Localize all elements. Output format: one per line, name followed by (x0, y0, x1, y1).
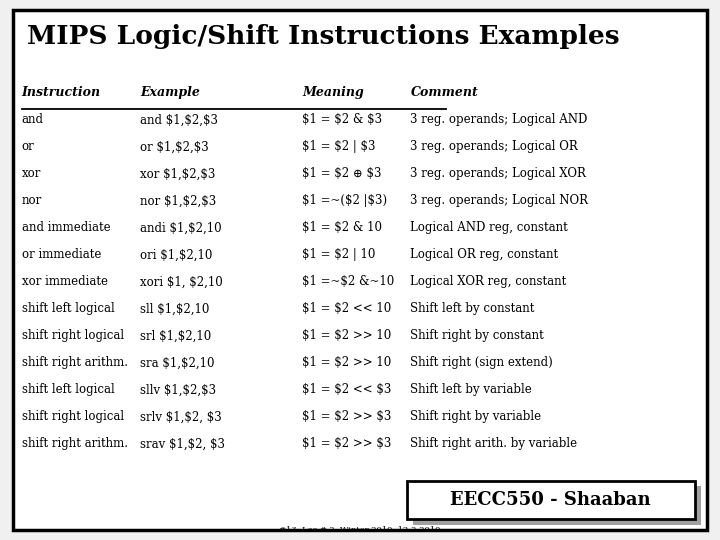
Text: nor: nor (22, 194, 42, 207)
Text: 3 reg. operands; Logical OR: 3 reg. operands; Logical OR (410, 140, 578, 153)
Text: and immediate: and immediate (22, 221, 110, 234)
Text: xori \$1, \$2,10: xori \$1, \$2,10 (140, 275, 223, 288)
Text: Comment: Comment (410, 86, 478, 99)
Text: shift right arithm.: shift right arithm. (22, 437, 127, 450)
Text: shift right arithm.: shift right arithm. (22, 356, 127, 369)
Text: Shift right (sign extend): Shift right (sign extend) (410, 356, 553, 369)
FancyBboxPatch shape (13, 10, 707, 530)
Text: Shift right arith. by variable: Shift right arith. by variable (410, 437, 577, 450)
Text: \$1 = \$2 >> \$3: \$1 = \$2 >> \$3 (302, 410, 392, 423)
FancyBboxPatch shape (413, 486, 701, 525)
Text: Example: Example (140, 86, 200, 99)
Text: shift left logical: shift left logical (22, 302, 114, 315)
Text: Logical XOR reg, constant: Logical XOR reg, constant (410, 275, 567, 288)
Text: Shift right by variable: Shift right by variable (410, 410, 541, 423)
Text: andi \$1,\$2,10: andi \$1,\$2,10 (140, 221, 222, 234)
Text: or: or (22, 140, 35, 153)
Text: ori \$1,\$2,10: ori \$1,\$2,10 (140, 248, 213, 261)
Text: Shift left by constant: Shift left by constant (410, 302, 535, 315)
Text: \$1 = \$2 << \$3: \$1 = \$2 << \$3 (302, 383, 392, 396)
Text: Shift left by variable: Shift left by variable (410, 383, 532, 396)
Text: srlv \$1,\$2, \$3: srlv \$1,\$2, \$3 (140, 410, 222, 423)
Text: \$1 = \$2 << 10: \$1 = \$2 << 10 (302, 302, 392, 315)
Text: or immediate: or immediate (22, 248, 101, 261)
Text: shift right logical: shift right logical (22, 410, 124, 423)
Text: 3 reg. operands; Logical XOR: 3 reg. operands; Logical XOR (410, 167, 586, 180)
Text: \$1 =~(\$2 |\$3): \$1 =~(\$2 |\$3) (302, 194, 387, 207)
Text: \$1 = \$2 & \$3: \$1 = \$2 & \$3 (302, 113, 382, 126)
Text: nor \$1,\$2,\$3: nor \$1,\$2,\$3 (140, 194, 217, 207)
Text: sll \$1,\$2,10: sll \$1,\$2,10 (140, 302, 210, 315)
Text: and \$1,\$2,\$3: and \$1,\$2,\$3 (140, 113, 218, 126)
Text: \$1 = \$2 >> 10: \$1 = \$2 >> 10 (302, 329, 392, 342)
Text: xor immediate: xor immediate (22, 275, 107, 288)
Text: \$1 = \$2 | 10: \$1 = \$2 | 10 (302, 248, 376, 261)
Text: \$1 = \$2 ⊕ \$3: \$1 = \$2 ⊕ \$3 (302, 167, 382, 180)
Text: sra \$1,\$2,10: sra \$1,\$2,10 (140, 356, 215, 369)
Text: Meaning: Meaning (302, 86, 364, 99)
Text: srav \$1,\$2, \$3: srav \$1,\$2, \$3 (140, 437, 225, 450)
Text: srl \$1,\$2,10: srl \$1,\$2,10 (140, 329, 212, 342)
Text: Instruction: Instruction (22, 86, 101, 99)
Text: MIPS Logic/Shift Instructions Examples: MIPS Logic/Shift Instructions Examples (27, 24, 620, 49)
Text: xor \$1,\$2,\$3: xor \$1,\$2,\$3 (140, 167, 216, 180)
Text: or \$1,\$2,\$3: or \$1,\$2,\$3 (140, 140, 209, 153)
Text: xor: xor (22, 167, 41, 180)
Text: \$1 =~\$2 &~10: \$1 =~\$2 &~10 (302, 275, 395, 288)
Text: and: and (22, 113, 44, 126)
FancyBboxPatch shape (407, 481, 695, 519)
Text: EECC550 - Shaaban: EECC550 - Shaaban (451, 491, 651, 509)
Text: \$1 = \$2 >> \$3: \$1 = \$2 >> \$3 (302, 437, 392, 450)
Text: shift right logical: shift right logical (22, 329, 124, 342)
Text: 3 reg. operands; Logical AND: 3 reg. operands; Logical AND (410, 113, 588, 126)
Text: sllv \$1,\$2,\$3: sllv \$1,\$2,\$3 (140, 383, 217, 396)
Text: Shift right by constant: Shift right by constant (410, 329, 544, 342)
Text: \$1 = \$2 >> 10: \$1 = \$2 >> 10 (302, 356, 392, 369)
Text: shift left logical: shift left logical (22, 383, 114, 396)
Text: Logical OR reg, constant: Logical OR reg, constant (410, 248, 559, 261)
Text: \$1 = \$2 & 10: \$1 = \$2 & 10 (302, 221, 382, 234)
Text: 3 reg. operands; Logical NOR: 3 reg. operands; Logical NOR (410, 194, 588, 207)
Text: \$1 = \$2 | \$3: \$1 = \$2 | \$3 (302, 140, 376, 153)
Text: #13  Lec # 2  Winter 2010  12-2-2010: #13 Lec # 2 Winter 2010 12-2-2010 (279, 525, 441, 534)
Text: Logical AND reg, constant: Logical AND reg, constant (410, 221, 568, 234)
